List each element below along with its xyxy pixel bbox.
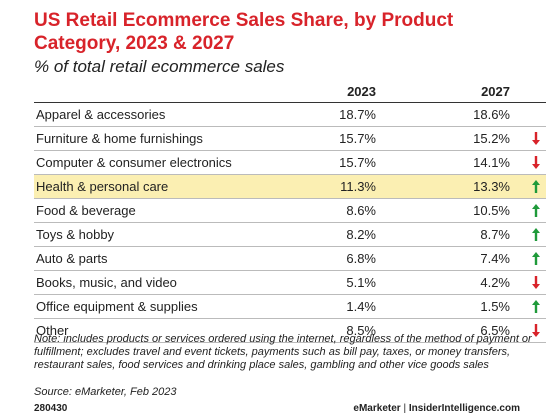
cell-value: 7.4%: [480, 251, 510, 266]
source: Source: eMarketer, Feb 2023: [34, 386, 177, 398]
cell-value: 8.2%: [346, 227, 376, 242]
row-label: Auto & parts: [36, 251, 108, 266]
cell-value: 4.2%: [480, 275, 510, 290]
note: Note: includes products or services orde…: [34, 333, 532, 371]
cell-value: 15.2%: [473, 131, 510, 146]
table-row: Auto & parts 6.8% 7.4%: [34, 247, 546, 271]
cell-value: 5.1%: [346, 275, 376, 290]
header-row: 2023 2027: [34, 80, 546, 103]
cell-value: 10.5%: [473, 203, 510, 218]
cell-value: 1.4%: [346, 299, 376, 314]
row-label: Health & personal care: [36, 179, 169, 194]
subtitle: % of total retail ecommerce sales: [34, 57, 285, 76]
cell-value: 15.7%: [339, 131, 376, 146]
table: 2023 2027 Apparel & accessories 18.7% 18.6…: [34, 80, 546, 343]
row-label: Furniture & home furnishings: [36, 131, 203, 146]
cell-value: 6.8%: [346, 251, 376, 266]
row-label: Toys & hobby: [36, 227, 115, 242]
trend-arrow: [532, 252, 540, 265]
table-row: Health & personal care 11.3% 13.3%: [34, 175, 546, 199]
cell-value: 8.7%: [480, 227, 510, 242]
cell-value: 14.1%: [473, 155, 510, 170]
row-label: Computer & consumer electronics: [36, 155, 232, 170]
title: US Retail Ecommerce Sales Share, by Prod…: [34, 10, 454, 54]
table-row: Computer & consumer electronics 15.7% 14.1…: [34, 151, 546, 175]
cell-value: 8.5%: [346, 323, 376, 338]
table-row: Office equipment & supplies 1.4% 1.5%: [34, 295, 546, 319]
trend-arrow: [532, 300, 540, 313]
row-label: Apparel & accessories: [36, 107, 166, 122]
cell-value: 1.5%: [480, 299, 510, 314]
row-label: Books, music, and video: [36, 275, 177, 290]
cell-value: 6.5%: [480, 323, 510, 338]
cell-value: 18.7%: [339, 107, 376, 122]
site: InsiderIntelligence.com: [408, 403, 520, 414]
cell-value: 8.6%: [346, 203, 376, 218]
separator: |: [403, 403, 407, 414]
table-row: Furniture & home furnishings 15.7% 15.2%: [34, 127, 546, 151]
cell-value: 18.6%: [473, 107, 510, 122]
trend-arrow: [532, 204, 540, 217]
row-label: Food & beverage: [36, 203, 136, 218]
trend-arrow: [532, 156, 540, 169]
table-row: Books, music, and video 5.1% 4.2%: [34, 271, 546, 295]
table-row: Toys & hobby 8.2% 8.7%: [34, 223, 546, 247]
chart-id: 280430: [34, 403, 68, 414]
footer-brand: eMarketer | InsiderIntelligence.com: [353, 403, 520, 414]
cell-value: 11.3%: [340, 179, 376, 194]
brand: eMarketer: [353, 403, 401, 414]
table-row: Food & beverage 8.6% 10.5%: [34, 199, 546, 223]
row-label: Other: [36, 323, 69, 338]
trend-arrow: [532, 324, 540, 337]
trend-arrow: [532, 180, 540, 193]
column-header: 2027: [481, 84, 510, 99]
table-row: Apparel & accessories 18.7% 18.6%: [34, 103, 546, 127]
row-label: Office equipment & supplies: [36, 299, 198, 314]
trend-arrow: [532, 132, 540, 145]
table-row: Other 8.5% 6.5%: [34, 319, 546, 343]
cell-value: 13.3%: [473, 179, 510, 194]
trend-arrow: [532, 228, 540, 241]
column-header: 2023: [347, 84, 376, 99]
cell-value: 15.7%: [339, 155, 376, 170]
trend-arrow: [532, 276, 540, 289]
